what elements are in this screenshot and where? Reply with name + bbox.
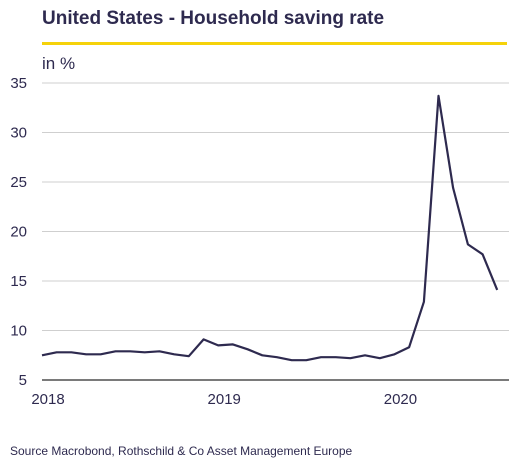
title-underline [42, 42, 507, 45]
series-line [41, 94, 499, 362]
y-tick-label: 15 [10, 273, 27, 290]
y-tick-label: 30 [10, 125, 27, 142]
y-tick-label: 10 [10, 323, 27, 340]
source-note: Source Macrobond, Rothschild & Co Asset … [10, 444, 353, 458]
y-tick-label: 20 [10, 224, 27, 241]
chart-title: United States - Household saving rate [42, 8, 385, 29]
x-tick-label: 2018 [31, 391, 64, 408]
x-tick-label: 2020 [384, 391, 417, 408]
unit-label: in % [42, 54, 76, 73]
y-tick-label: 5 [19, 372, 27, 389]
x-tick-labels: 2018 2019 2020 [31, 391, 417, 408]
series-layer [41, 94, 499, 362]
x-tick-label: 2019 [208, 391, 241, 408]
grid-lines [42, 82, 509, 381]
y-tick-label: 25 [10, 174, 27, 191]
y-tick-labels: 5 10 15 20 25 30 35 [10, 75, 27, 389]
y-tick-label: 35 [10, 75, 27, 92]
